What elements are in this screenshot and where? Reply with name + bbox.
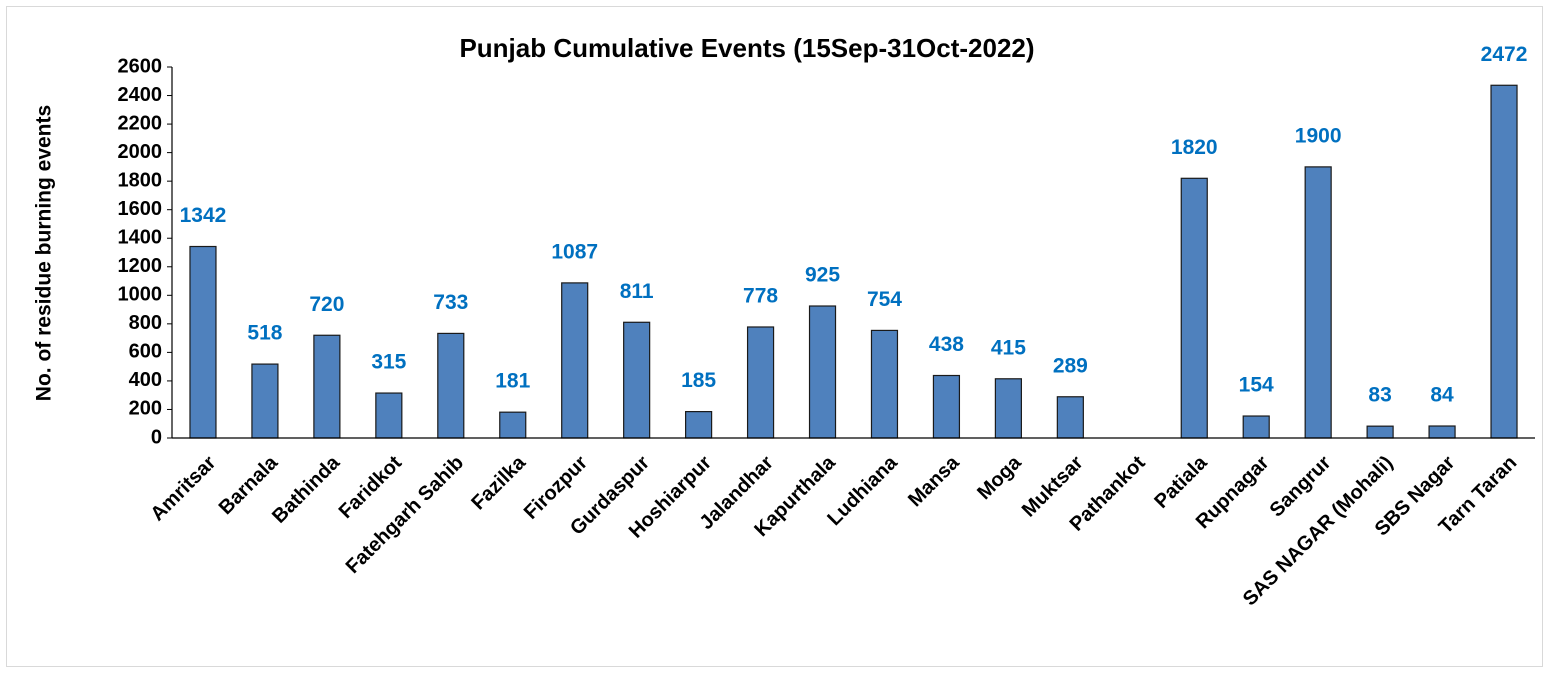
data-label: 778 <box>743 285 778 308</box>
y-tick-label: 2200 <box>118 112 163 134</box>
data-label: 84 <box>1430 384 1454 407</box>
y-tick-label: 1800 <box>118 169 163 191</box>
bar <box>313 334 341 439</box>
data-label: 1820 <box>1171 136 1218 159</box>
data-label: 811 <box>620 280 654 303</box>
y-tick-label: 800 <box>129 312 162 334</box>
y-tick-label: 1600 <box>118 198 163 220</box>
bar <box>685 411 713 439</box>
bar <box>375 392 403 439</box>
bar <box>932 374 961 439</box>
data-label: 720 <box>309 293 344 316</box>
bar <box>437 332 465 439</box>
data-label: 415 <box>991 336 1026 359</box>
data-label: 289 <box>1053 354 1088 377</box>
bar <box>1180 177 1208 439</box>
data-label: 438 <box>929 333 964 356</box>
data-label: 1342 <box>180 204 227 227</box>
bar <box>1304 166 1332 439</box>
y-tick-label: 400 <box>129 369 162 391</box>
y-tick-label: 1000 <box>118 284 163 306</box>
y-tick-label: 1400 <box>118 227 163 249</box>
y-tick-label: 600 <box>129 341 162 363</box>
data-label: 754 <box>867 288 902 311</box>
bar <box>808 305 837 439</box>
bar <box>623 321 651 439</box>
y-axis-label: No. of residue burning events <box>33 105 56 401</box>
chart-title: Punjab Cumulative Events (15Sep-31Oct-20… <box>459 33 1034 63</box>
data-label: 518 <box>247 322 282 345</box>
bar <box>251 363 279 439</box>
bar <box>1366 425 1394 439</box>
y-tick-label: 0 <box>151 426 162 448</box>
bar <box>1428 425 1456 439</box>
data-label: 181 <box>495 370 530 393</box>
data-label: 925 <box>805 264 840 287</box>
y-tick-label: 1200 <box>118 255 163 277</box>
y-tick-label: 200 <box>129 398 162 420</box>
data-label: 185 <box>681 369 716 392</box>
bar <box>189 245 217 439</box>
bar <box>994 378 1022 439</box>
y-tick-label: 2000 <box>118 141 163 163</box>
bar <box>1056 396 1084 439</box>
data-label: 2472 <box>1481 43 1528 66</box>
bar <box>1242 415 1270 439</box>
y-tick-label: 2400 <box>118 84 163 106</box>
data-label: 83 <box>1368 384 1391 407</box>
data-label: 1087 <box>551 240 598 263</box>
bar <box>561 282 589 439</box>
bar <box>870 329 899 439</box>
chart-border <box>6 6 1543 667</box>
data-label: 733 <box>433 291 468 314</box>
bar <box>499 411 527 439</box>
data-label: 1900 <box>1295 124 1342 147</box>
y-tick-label: 2600 <box>118 55 163 77</box>
bar <box>746 326 775 439</box>
data-label: 154 <box>1239 374 1274 397</box>
bar <box>1490 84 1518 439</box>
data-label: 315 <box>371 351 406 374</box>
